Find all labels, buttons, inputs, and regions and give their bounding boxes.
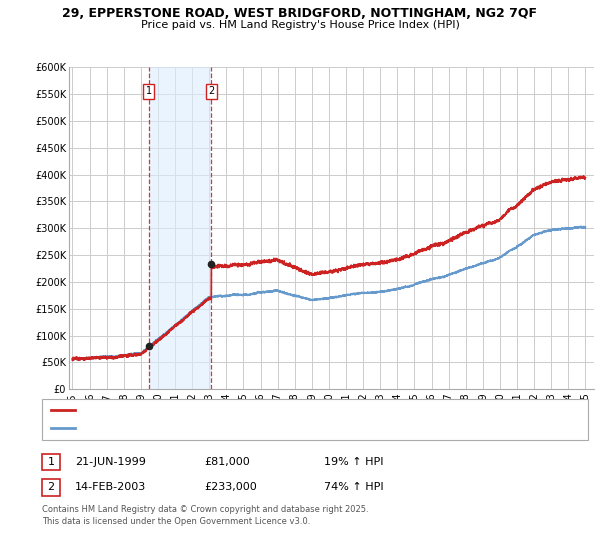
Text: 2: 2 <box>208 86 214 96</box>
Text: 14-FEB-2003: 14-FEB-2003 <box>75 482 146 492</box>
Bar <box>149 67 211 389</box>
Text: HPI: Average price, semi-detached house, Rushcliffe: HPI: Average price, semi-detached house,… <box>79 424 316 433</box>
Text: Contains HM Land Registry data © Crown copyright and database right 2025.
This d: Contains HM Land Registry data © Crown c… <box>42 505 368 526</box>
Text: 29, EPPERSTONE ROAD, WEST BRIDGFORD, NOTTINGHAM, NG2 7QF (semi-detached house): 29, EPPERSTONE ROAD, WEST BRIDGFORD, NOT… <box>79 405 493 414</box>
Text: 19% ↑ HPI: 19% ↑ HPI <box>324 457 383 467</box>
Text: 2: 2 <box>47 482 55 492</box>
Text: 74% ↑ HPI: 74% ↑ HPI <box>324 482 383 492</box>
Text: 1: 1 <box>47 457 55 467</box>
Text: 29, EPPERSTONE ROAD, WEST BRIDGFORD, NOTTINGHAM, NG2 7QF: 29, EPPERSTONE ROAD, WEST BRIDGFORD, NOT… <box>62 7 538 20</box>
Text: £233,000: £233,000 <box>204 482 257 492</box>
Text: Price paid vs. HM Land Registry's House Price Index (HPI): Price paid vs. HM Land Registry's House … <box>140 20 460 30</box>
Text: 21-JUN-1999: 21-JUN-1999 <box>75 457 146 467</box>
Text: 1: 1 <box>146 86 152 96</box>
Text: £81,000: £81,000 <box>204 457 250 467</box>
